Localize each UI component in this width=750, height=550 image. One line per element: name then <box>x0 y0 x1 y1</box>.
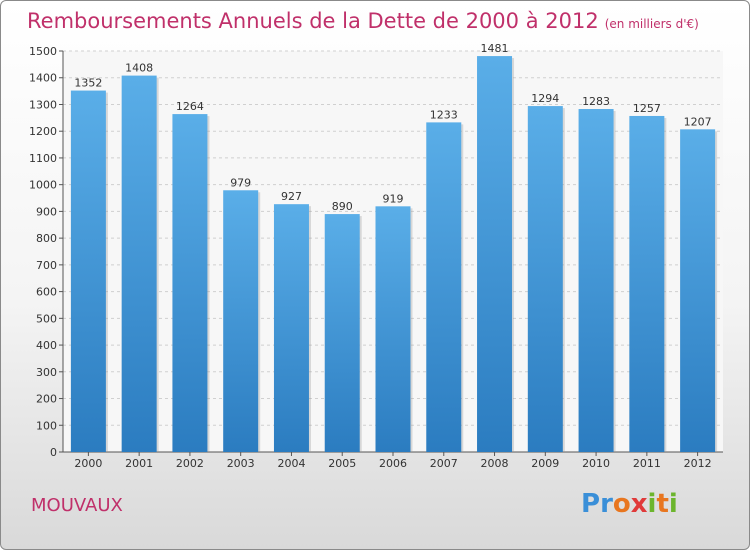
location-name: MOUVAUX <box>31 495 123 516</box>
logo-letter: o <box>612 489 631 519</box>
bar <box>578 109 614 453</box>
data-label: 1257 <box>633 102 661 115</box>
data-label: 1233 <box>430 108 458 121</box>
x-tick-label: 2006 <box>379 457 407 470</box>
y-tick-label: 800 <box>36 232 57 245</box>
y-tick-label: 1500 <box>29 45 57 58</box>
bar <box>629 115 665 452</box>
data-label: 1264 <box>176 100 204 113</box>
x-tick-label: 2002 <box>176 457 204 470</box>
data-label: 1352 <box>74 77 102 90</box>
y-tick-label: 0 <box>50 446 57 459</box>
data-label: 919 <box>383 192 404 205</box>
logo-letter: P <box>581 489 601 519</box>
x-tick-label: 2010 <box>582 457 610 470</box>
x-tick-label: 2001 <box>125 457 153 470</box>
x-tick-label: 2009 <box>531 457 559 470</box>
bar <box>273 204 309 452</box>
x-tick-label: 2004 <box>277 457 305 470</box>
logo-letter: x <box>630 489 648 519</box>
y-tick-label: 200 <box>36 393 57 406</box>
y-tick-label: 1300 <box>29 98 57 111</box>
data-label: 1408 <box>125 62 153 75</box>
proxiti-logo: Proxiti <box>581 489 678 519</box>
y-tick-label: 300 <box>36 366 57 379</box>
bar <box>70 90 106 452</box>
x-tick-label: 2005 <box>328 457 356 470</box>
data-label: 890 <box>332 200 353 213</box>
logo-letter: t <box>656 489 669 519</box>
y-tick-label: 100 <box>36 419 57 432</box>
x-tick-label: 2003 <box>227 457 255 470</box>
data-label: 979 <box>230 176 251 189</box>
data-label: 1207 <box>684 115 712 128</box>
x-tick-label: 2008 <box>481 457 509 470</box>
logo-letter: r <box>600 489 613 519</box>
data-label: 1283 <box>582 95 610 108</box>
logo-letter: i <box>668 489 678 519</box>
y-tick-label: 1100 <box>29 152 57 165</box>
bar <box>680 129 716 452</box>
chart-title-text: Remboursements Annuels de la Dette de 20… <box>27 9 599 33</box>
data-label: 1481 <box>481 42 509 55</box>
logo-letter: i <box>647 489 657 519</box>
y-tick-label: 700 <box>36 259 57 272</box>
x-tick-label: 2011 <box>633 457 661 470</box>
bar <box>121 75 157 452</box>
y-tick-label: 600 <box>36 286 57 299</box>
chart-title: Remboursements Annuels de la Dette de 20… <box>27 9 699 33</box>
data-label: 1294 <box>531 92 559 105</box>
bar <box>426 122 462 453</box>
y-tick-label: 1400 <box>29 72 57 85</box>
bar <box>172 114 208 452</box>
y-tick-label: 900 <box>36 205 57 218</box>
bar <box>223 190 259 452</box>
y-tick-label: 400 <box>36 339 57 352</box>
bar <box>375 206 411 452</box>
bar <box>527 106 563 452</box>
x-tick-label: 2000 <box>74 457 102 470</box>
x-tick-label: 2007 <box>430 457 458 470</box>
bar <box>477 56 513 452</box>
y-tick-label: 500 <box>36 312 57 325</box>
y-tick-label: 1200 <box>29 125 57 138</box>
data-label: 927 <box>281 190 302 203</box>
chart-unit: (en milliers d'€) <box>604 17 699 31</box>
bar <box>324 214 360 452</box>
y-tick-label: 1000 <box>29 179 57 192</box>
x-tick-label: 2012 <box>684 457 712 470</box>
